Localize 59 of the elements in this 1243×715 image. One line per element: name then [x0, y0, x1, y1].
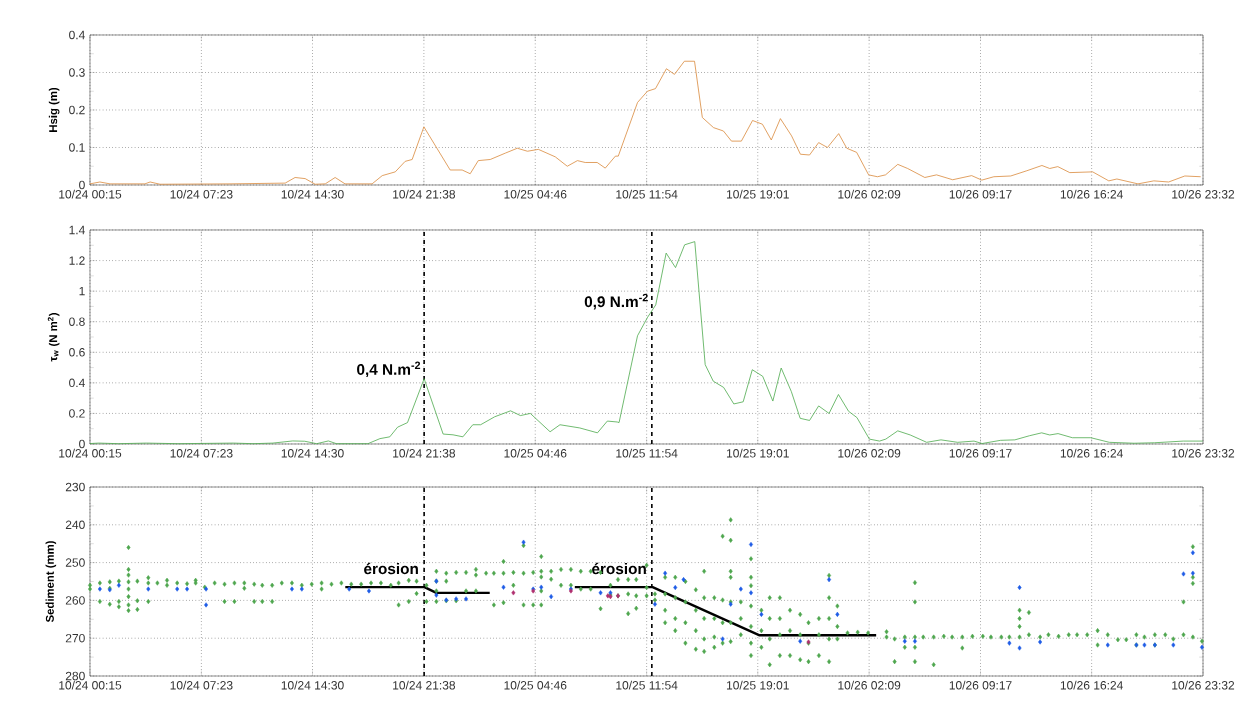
x-tick-label: 10/25 19:01 — [726, 189, 789, 199]
y-tick-label: 270 — [65, 633, 85, 643]
x-tick-label: 10/25 04:46 — [504, 680, 567, 690]
y-tick-label: 0.3 — [69, 68, 85, 77]
annotation: 0,9 N.m$^{-2}$ — [584, 293, 648, 310]
x-tick-label: 10/25 19:01 — [726, 448, 789, 458]
y-tick-label: 0.8 — [69, 317, 85, 326]
x-tick-label: 10/24 00:15 — [59, 189, 122, 199]
y-tick-label: 1 — [79, 287, 85, 296]
y-tick-label: 0.4 — [69, 378, 85, 388]
x-tick-label: 10/25 11:54 — [616, 189, 678, 199]
y-tick-label: 260 — [65, 596, 85, 605]
y-tick-label: 0.4 — [69, 30, 85, 40]
x-tick-label: 10/25 04:46 — [504, 189, 567, 199]
y-axis-title: Hsig (m) — [48, 87, 60, 132]
x-tick-label: 10/24 14:30 — [281, 680, 344, 690]
y-tick-label: 0.6 — [69, 348, 85, 357]
x-tick-label: 10/24 21:38 — [393, 448, 456, 458]
x-tick-label: 10/26 16:24 — [1060, 680, 1123, 690]
y-tick-label: 230 — [65, 482, 85, 492]
y-tick-label: 0 — [79, 180, 85, 190]
x-tick-label: 10/26 23:32 — [1172, 448, 1235, 458]
y-tick-label: 0 — [79, 439, 85, 449]
x-tick-label: 10/26 23:32 — [1172, 189, 1235, 199]
y-tick-label: 0.2 — [69, 409, 85, 418]
x-tick-label: 10/26 09:17 — [949, 189, 1012, 199]
y-tick-label: 250 — [65, 558, 85, 567]
x-tick-label: 10/26 02:09 — [838, 189, 901, 199]
x-tick-label: 10/25 11:54 — [616, 448, 678, 458]
x-tick-label: 10/26 02:09 — [838, 680, 901, 690]
x-tick-label: 10/24 07:23 — [170, 680, 233, 690]
annotation: érosion — [592, 562, 646, 575]
x-tick-label: 10/25 04:46 — [504, 448, 567, 458]
x-tick-label: 10/26 09:17 — [949, 448, 1012, 458]
x-tick-label: 10/24 21:38 — [393, 189, 456, 199]
x-tick-label: 10/25 11:54 — [616, 680, 678, 690]
x-tick-label: 10/24 00:15 — [59, 680, 122, 690]
annotation: 0,4 N.m$^{-2}$ — [357, 361, 421, 378]
x-tick-label: 10/24 07:23 — [170, 189, 233, 199]
y-tick-label: 1.2 — [69, 256, 85, 265]
x-tick-label: 10/26 09:17 — [949, 680, 1012, 690]
x-tick-label: 10/24 21:38 — [393, 680, 456, 690]
x-tick-label: 10/24 00:15 — [59, 448, 122, 458]
y-axis-title: Sediment (mm) — [45, 541, 57, 623]
y-axis-title: τ$_{w}$ (N m$^{2}$) — [47, 313, 60, 362]
annotation: érosion — [364, 562, 418, 575]
x-tick-label: 10/26 23:32 — [1172, 680, 1235, 690]
x-tick-label: 10/26 16:24 — [1060, 448, 1123, 458]
y-tick-label: 1.4 — [69, 225, 85, 235]
x-tick-label: 10/26 16:24 — [1060, 189, 1123, 199]
y-tick-label: 0.2 — [69, 105, 85, 115]
x-tick-label: 10/24 14:30 — [281, 448, 344, 458]
x-tick-label: 10/25 19:01 — [726, 680, 789, 690]
x-tick-label: 10/24 07:23 — [170, 448, 233, 458]
y-tick-label: 240 — [65, 520, 85, 530]
y-tick-label: 280 — [65, 671, 85, 681]
x-tick-label: 10/24 14:30 — [281, 189, 344, 199]
x-tick-label: 10/26 02:09 — [838, 448, 901, 458]
y-tick-label: 0.1 — [69, 143, 85, 152]
